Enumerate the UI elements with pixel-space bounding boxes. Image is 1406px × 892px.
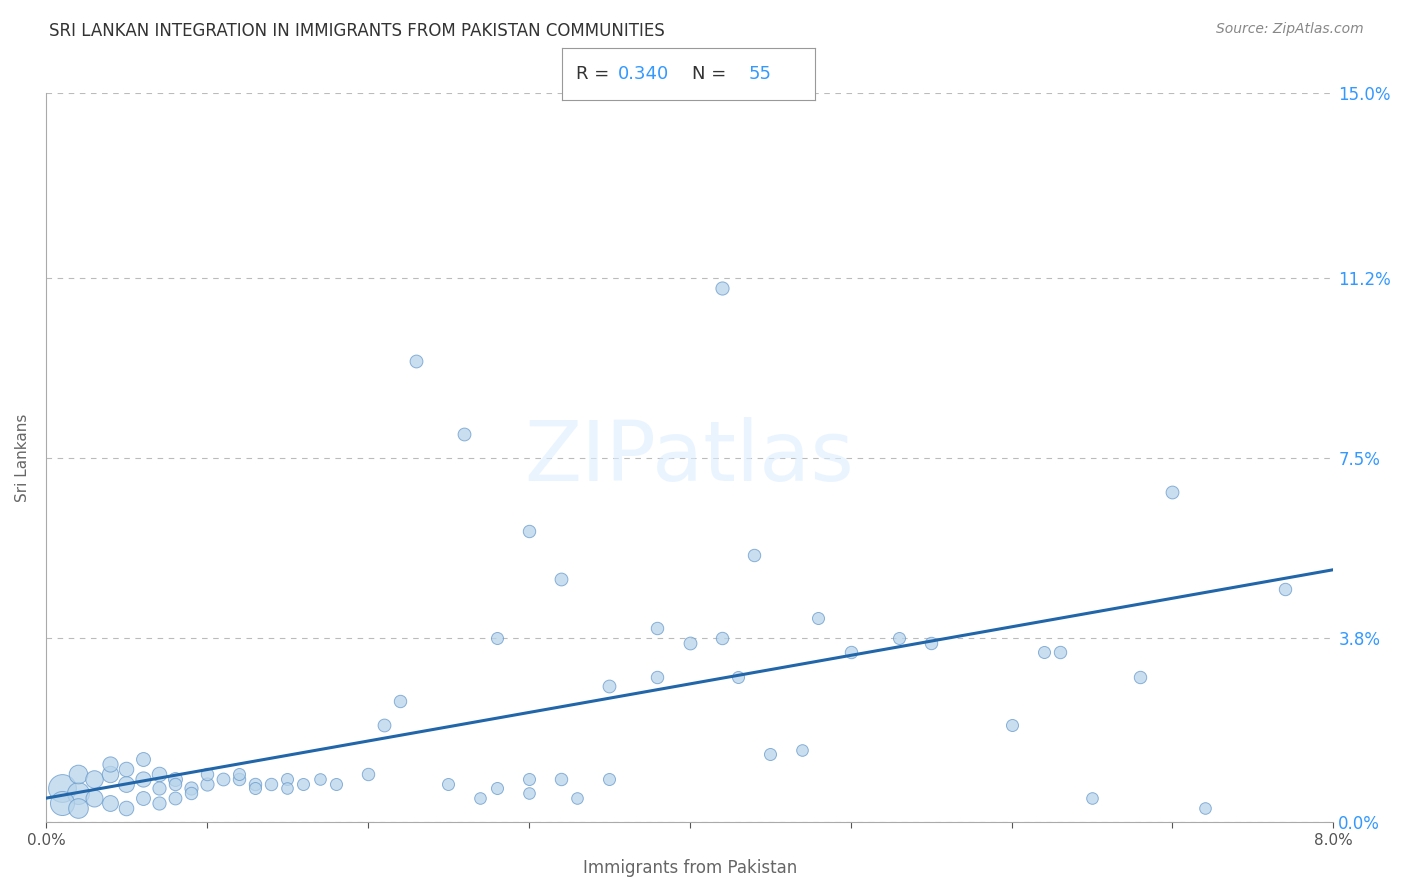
Point [598,679,620,693]
Point [292,776,315,790]
Point [710,631,733,645]
Text: ZIPatlas: ZIPatlas [524,417,855,499]
Point [131,772,153,786]
Point [115,776,138,790]
Point [485,781,508,796]
Point [679,635,702,649]
Point [920,635,942,649]
Point [550,573,572,587]
Point [565,791,588,805]
Point [517,524,540,538]
Point [647,621,669,635]
Point [325,776,347,790]
Point [260,776,283,790]
Point [276,781,298,796]
Point [243,776,266,790]
Point [470,791,492,805]
Point [517,772,540,786]
Point [453,426,475,441]
Point [308,772,330,786]
Point [212,772,235,786]
Text: 55: 55 [748,65,772,83]
Point [647,670,669,684]
Point [51,796,73,810]
Text: Source: ZipAtlas.com: Source: ZipAtlas.com [1216,22,1364,37]
Point [1194,801,1216,815]
Point [115,762,138,776]
Point [148,796,170,810]
Text: R =: R = [576,65,609,83]
Point [727,670,749,684]
Point [98,796,121,810]
Point [1274,582,1296,596]
Point [83,772,105,786]
Point [148,767,170,781]
Point [485,631,508,645]
Point [1032,645,1054,659]
Point [148,781,170,796]
Point [51,781,73,796]
Point [710,281,733,295]
Point [437,776,460,790]
Point [742,548,765,562]
X-axis label: Immigrants from Pakistan: Immigrants from Pakistan [582,859,797,877]
Point [598,772,620,786]
Point [1161,485,1184,500]
Point [550,772,572,786]
Point [357,767,380,781]
Point [131,791,153,805]
Point [792,742,814,756]
Point [405,353,427,368]
Point [887,631,910,645]
Text: N =: N = [692,65,727,83]
Point [98,757,121,772]
Point [163,791,186,805]
Point [180,781,202,796]
Point [163,776,186,790]
Point [373,718,395,732]
Point [195,776,218,790]
Point [83,791,105,805]
Point [67,801,90,815]
Point [67,767,90,781]
Point [163,772,186,786]
Point [98,767,121,781]
Point [228,772,250,786]
Point [517,786,540,800]
Point [1081,791,1104,805]
Point [1129,670,1152,684]
Y-axis label: Sri Lankans: Sri Lankans [15,414,30,502]
Point [807,611,830,625]
Point [115,801,138,815]
Point [67,786,90,800]
Point [243,781,266,796]
Point [759,747,782,762]
Point [180,786,202,800]
Text: SRI LANKAN INTEGRATION IN IMMIGRANTS FROM PAKISTAN COMMUNITIES: SRI LANKAN INTEGRATION IN IMMIGRANTS FRO… [49,22,665,40]
Point [1000,718,1022,732]
Point [195,767,218,781]
Point [839,645,862,659]
Point [131,752,153,766]
Text: 0.340: 0.340 [617,65,669,83]
Point [276,772,298,786]
Point [228,767,250,781]
Point [389,694,412,708]
Point [1049,645,1071,659]
